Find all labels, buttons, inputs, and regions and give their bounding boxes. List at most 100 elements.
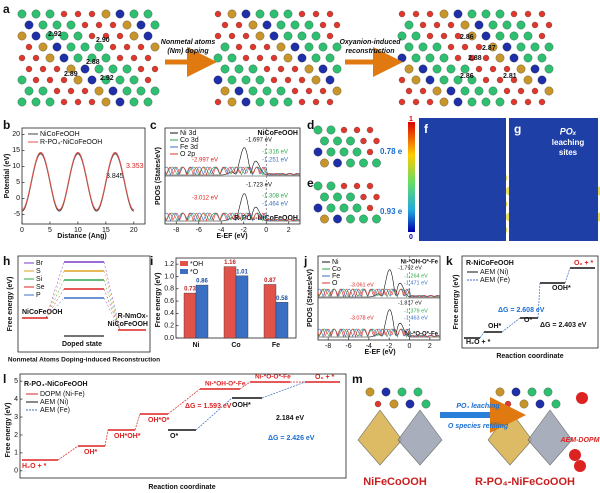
annotation: 3.845 bbox=[106, 173, 124, 180]
atom bbox=[150, 42, 160, 52]
legend-label: Fe bbox=[332, 273, 340, 280]
atom bbox=[276, 86, 286, 96]
legend-label: Br bbox=[36, 260, 44, 267]
atom bbox=[360, 137, 367, 145]
x-axis-label: Reaction coordinate bbox=[148, 484, 215, 491]
connector bbox=[564, 267, 571, 284]
connector bbox=[45, 279, 65, 319]
panel-label: e bbox=[307, 176, 314, 190]
atom bbox=[214, 32, 222, 40]
atom bbox=[115, 75, 125, 85]
atom bbox=[115, 9, 125, 19]
atom bbox=[372, 158, 381, 168]
atom bbox=[115, 97, 125, 107]
atom bbox=[523, 53, 533, 63]
atom bbox=[31, 9, 41, 19]
atom bbox=[38, 86, 48, 96]
x-tick-label: Ni bbox=[193, 342, 200, 349]
atom bbox=[129, 97, 139, 107]
data-label: 1.16 bbox=[224, 260, 236, 266]
x-tick-label: -8 bbox=[325, 343, 331, 350]
atom bbox=[346, 136, 355, 146]
atom bbox=[332, 64, 342, 74]
atom bbox=[269, 9, 279, 19]
step-text: reconstruction bbox=[345, 48, 394, 55]
atom bbox=[319, 87, 327, 95]
atom bbox=[352, 147, 362, 157]
y-axis-label: Free energy (eV) bbox=[453, 275, 460, 330]
atom bbox=[453, 97, 463, 107]
atom bbox=[290, 42, 300, 52]
atom bbox=[411, 31, 421, 41]
panel-label: f bbox=[424, 122, 429, 136]
annotation: -1.463 eV bbox=[404, 315, 428, 321]
legend-swatch bbox=[180, 269, 188, 274]
atom bbox=[283, 97, 293, 107]
atom bbox=[333, 214, 342, 224]
distance-label: 2.90 bbox=[96, 37, 110, 44]
legend-label: AEM (Ni) bbox=[40, 399, 68, 406]
legend-label: R-PO₄-NiCoFeOOH bbox=[40, 139, 102, 146]
atom bbox=[313, 147, 323, 157]
annotation: ΔG = 2.403 eV bbox=[540, 322, 587, 329]
atom bbox=[17, 97, 27, 107]
state-label: OH*OH* bbox=[114, 433, 141, 440]
panel-label: m bbox=[352, 372, 363, 386]
x-tick-label: -4 bbox=[366, 343, 372, 350]
atom bbox=[38, 20, 48, 30]
atom bbox=[17, 9, 27, 19]
atom bbox=[31, 97, 41, 107]
annotation: -3.012 eV bbox=[192, 196, 218, 202]
atom bbox=[432, 64, 442, 74]
y-tick-label: 0.6 bbox=[164, 298, 174, 305]
atom bbox=[425, 75, 435, 85]
atom bbox=[453, 75, 463, 85]
atom bbox=[255, 9, 265, 19]
state-label: O* bbox=[524, 317, 532, 324]
atom bbox=[467, 75, 477, 85]
polyhedron bbox=[527, 409, 573, 466]
atom bbox=[373, 193, 380, 201]
atom bbox=[150, 20, 160, 30]
atom bbox=[419, 21, 427, 29]
atom bbox=[94, 42, 104, 52]
legend-label: S bbox=[36, 268, 41, 275]
atom bbox=[381, 387, 391, 397]
atom bbox=[313, 125, 323, 135]
atom bbox=[242, 32, 250, 40]
atom bbox=[46, 76, 54, 84]
x-tick-label: -8 bbox=[173, 227, 179, 234]
atom bbox=[374, 400, 382, 408]
atom bbox=[419, 87, 427, 95]
atom bbox=[413, 387, 423, 397]
atom bbox=[313, 203, 323, 213]
atom bbox=[496, 76, 504, 84]
atom bbox=[373, 137, 380, 145]
atom bbox=[503, 87, 511, 95]
atom bbox=[482, 76, 490, 84]
density-map bbox=[509, 118, 598, 241]
atom bbox=[31, 31, 41, 41]
panel-title: R-PO₄-NiCoFeOOH bbox=[24, 381, 88, 388]
annotation: sites bbox=[559, 148, 578, 157]
atom bbox=[144, 54, 152, 62]
x-tick-label: 15 bbox=[102, 227, 110, 234]
atom bbox=[213, 75, 223, 85]
annotation: ΔG = 1.593 eV bbox=[185, 403, 232, 410]
atom bbox=[454, 54, 462, 62]
annotation: ΔG = 2.608 eV bbox=[498, 307, 545, 314]
y-axis-label: PDOS (States/eV) bbox=[307, 269, 314, 327]
distance-label: 2.88 bbox=[86, 59, 100, 66]
atom bbox=[304, 20, 314, 30]
annotation: -3.061 eV bbox=[350, 282, 374, 288]
pdos-curve bbox=[317, 328, 441, 338]
atom bbox=[249, 43, 257, 51]
annotation: -1.471 eV bbox=[404, 280, 428, 286]
colorbar-label: 0 bbox=[409, 234, 413, 241]
atom bbox=[517, 87, 525, 95]
atom bbox=[80, 64, 90, 74]
atom bbox=[481, 9, 491, 19]
atom bbox=[87, 53, 97, 63]
atom bbox=[404, 42, 414, 52]
atom bbox=[411, 53, 421, 63]
